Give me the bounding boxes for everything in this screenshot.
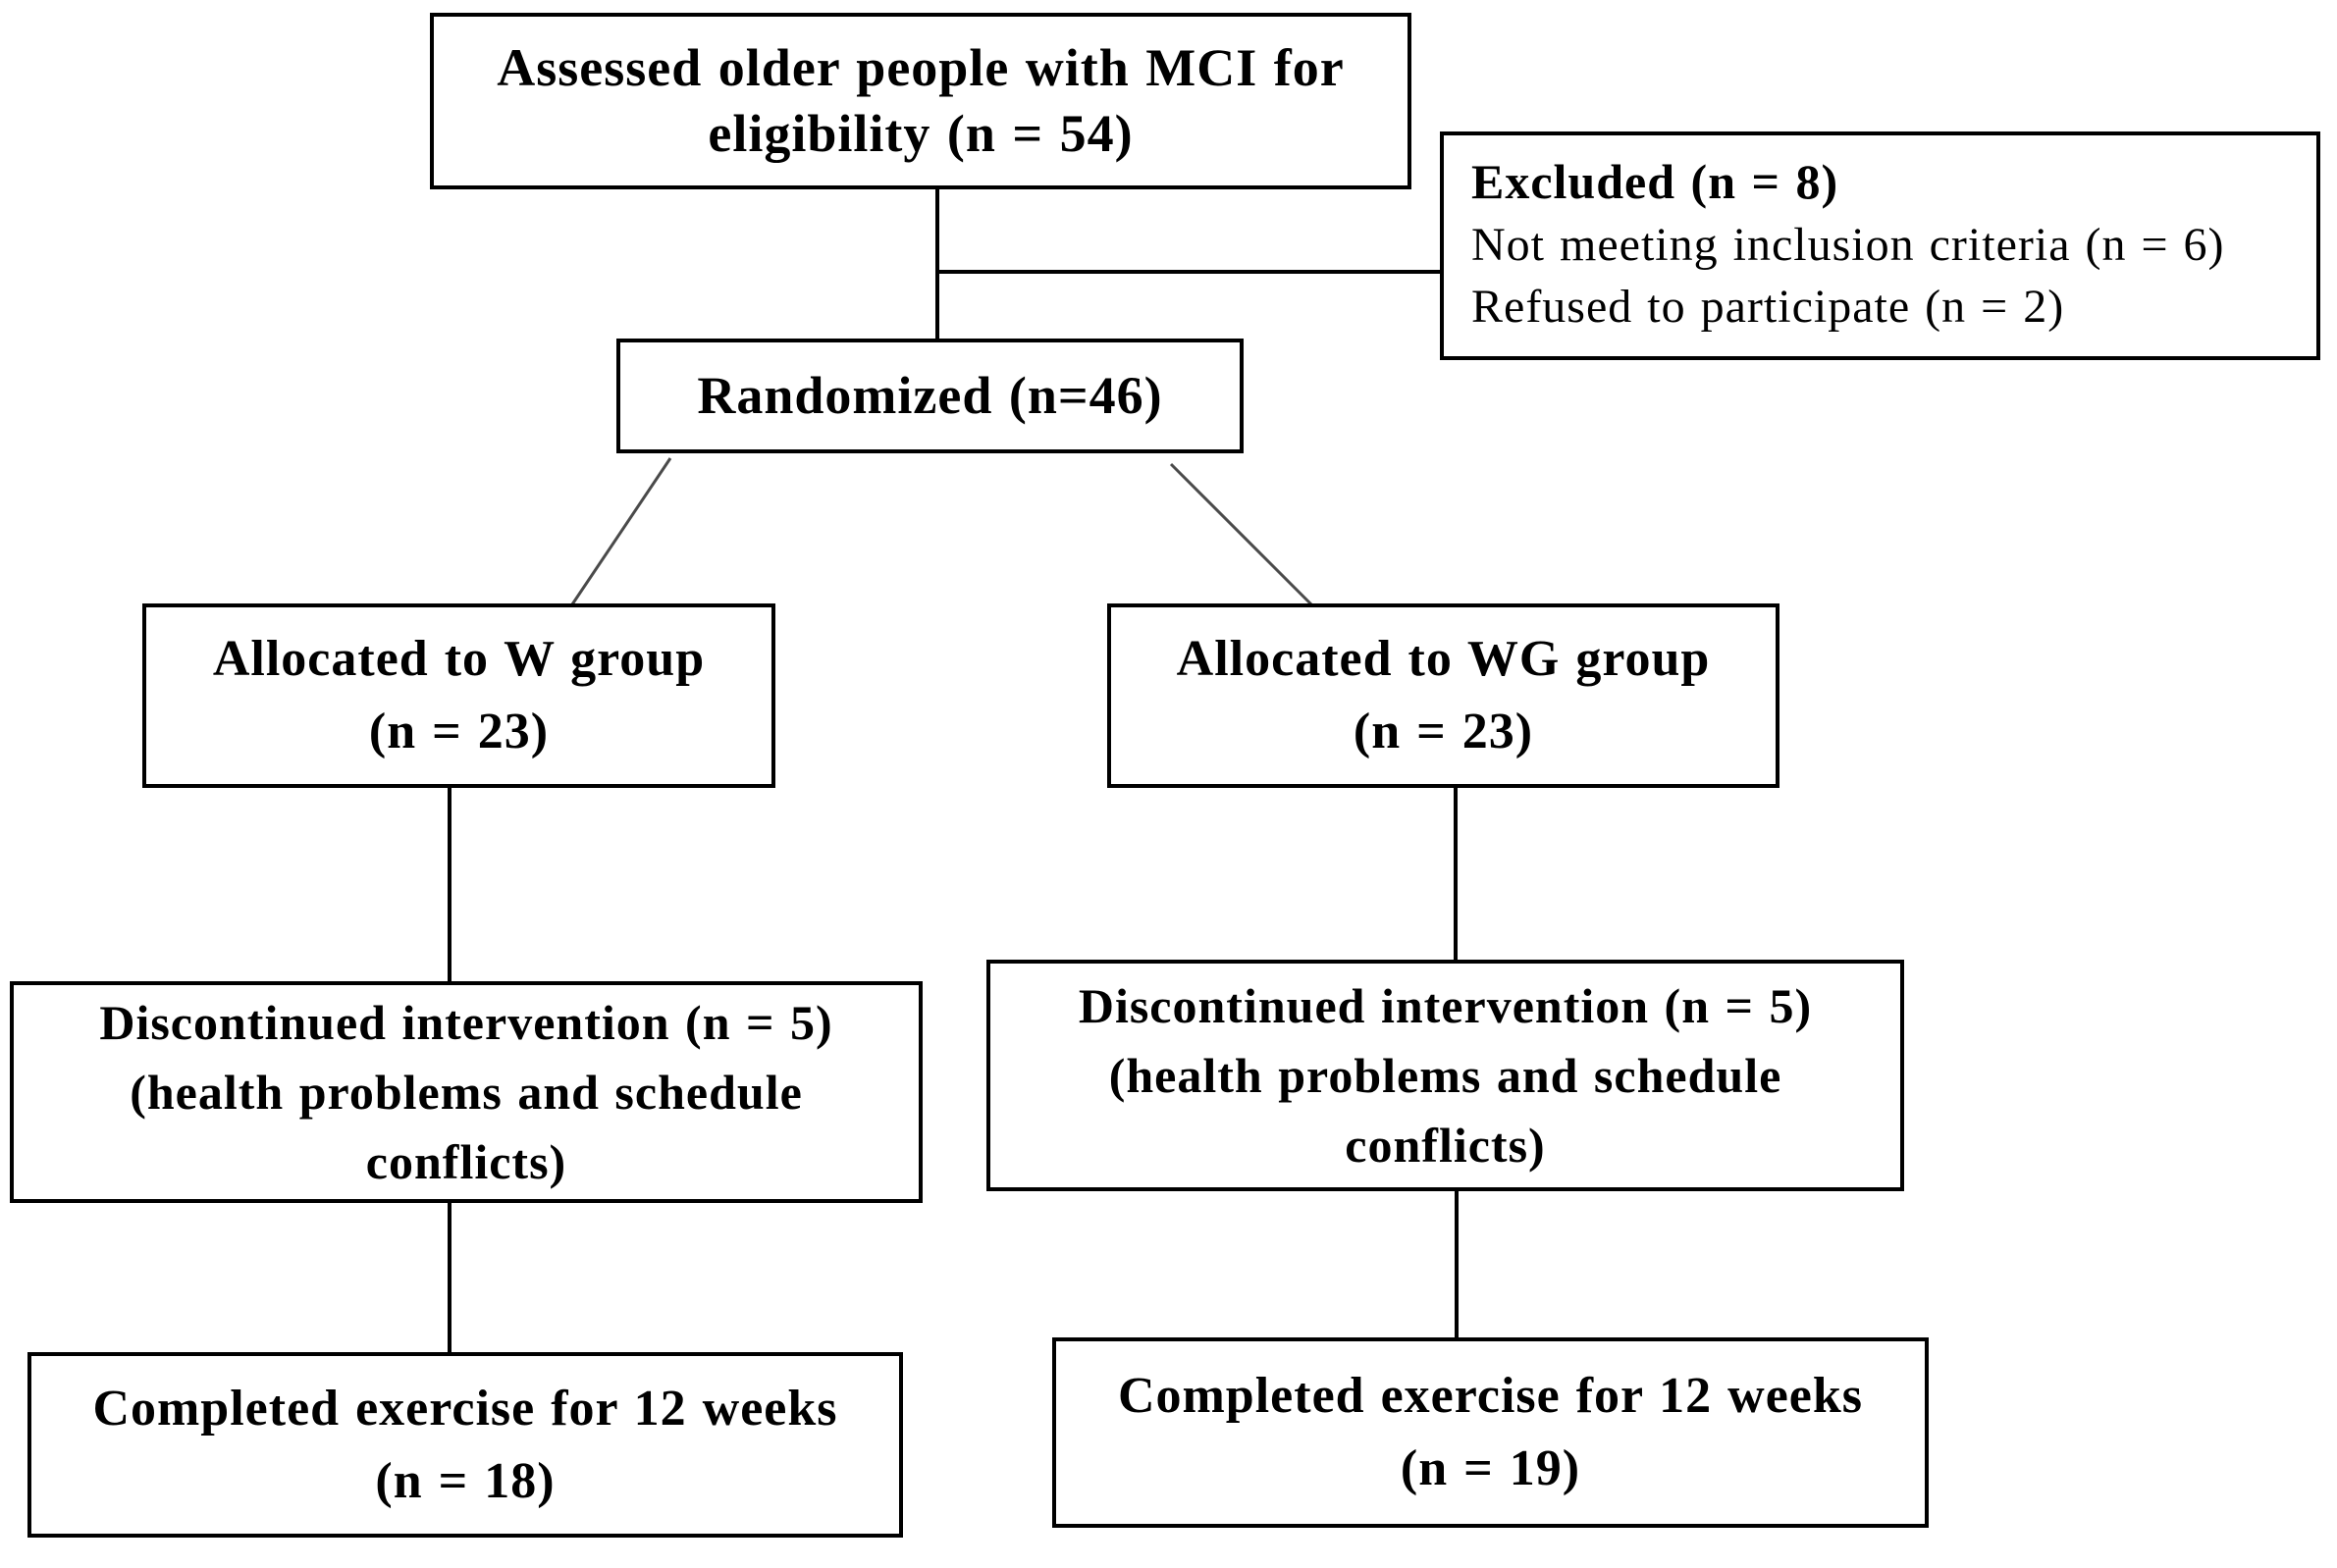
discontinued-wg-line-1: Discontinued intervention (n = 5): [1078, 977, 1813, 1033]
allocated-wg-line-1: Allocated to WG group: [1176, 631, 1711, 688]
discontinued-wg-line-3: conflicts): [1345, 1117, 1546, 1173]
excluded-reason-2: Refused to participate (n = 2): [1471, 281, 2065, 334]
assessed-line-1: Assessed older people with MCI for: [497, 37, 1345, 97]
completed-w-line-2: (n = 18): [375, 1452, 556, 1509]
box-allocated-wg-group: Allocated to WG group (n = 23): [1107, 603, 1779, 788]
box-excluded: Excluded (n = 8) Not meeting inclusion c…: [1440, 131, 2320, 360]
box-allocated-w-group: Allocated to W group (n = 23): [142, 603, 775, 788]
box-randomized: Randomized (n=46): [616, 339, 1244, 453]
discontinued-w-line-3: conflicts): [365, 1133, 567, 1189]
completed-w-line-1: Completed exercise for 12 weeks: [92, 1380, 838, 1437]
allocated-w-line-1: Allocated to W group: [212, 631, 706, 688]
discontinued-w-line-2: (health problems and schedule: [130, 1064, 803, 1120]
discontinued-w-line-1: Discontinued intervention (n = 5): [99, 994, 833, 1050]
box-assessed-eligibility: Assessed older people with MCI for eligi…: [430, 13, 1411, 189]
box-completed-w-group: Completed exercise for 12 weeks (n = 18): [27, 1352, 903, 1538]
allocated-w-line-2: (n = 23): [368, 704, 550, 759]
box-discontinued-w-group: Discontinued intervention (n = 5) (healt…: [10, 981, 923, 1203]
discontinued-wg-line-2: (health problems and schedule: [1108, 1047, 1782, 1103]
completed-wg-line-2: (n = 19): [1400, 1440, 1581, 1496]
randomized-line-1: Randomized (n=46): [697, 366, 1163, 426]
completed-wg-line-1: Completed exercise for 12 weeks: [1117, 1368, 1864, 1425]
allocated-wg-line-2: (n = 23): [1353, 704, 1534, 759]
excluded-reason-1: Not meeting inclusion criteria (n = 6): [1471, 219, 2225, 271]
box-discontinued-wg-group: Discontinued intervention (n = 5) (healt…: [986, 960, 1904, 1191]
excluded-title: Excluded (n = 8): [1471, 154, 1839, 209]
box-completed-wg-group: Completed exercise for 12 weeks (n = 19): [1052, 1337, 1929, 1528]
assessed-line-2: eligibility (n = 54): [708, 104, 1134, 163]
connector-randomized-to-wg-group: [1169, 462, 1313, 606]
connector-randomized-to-w-group: [570, 457, 672, 605]
